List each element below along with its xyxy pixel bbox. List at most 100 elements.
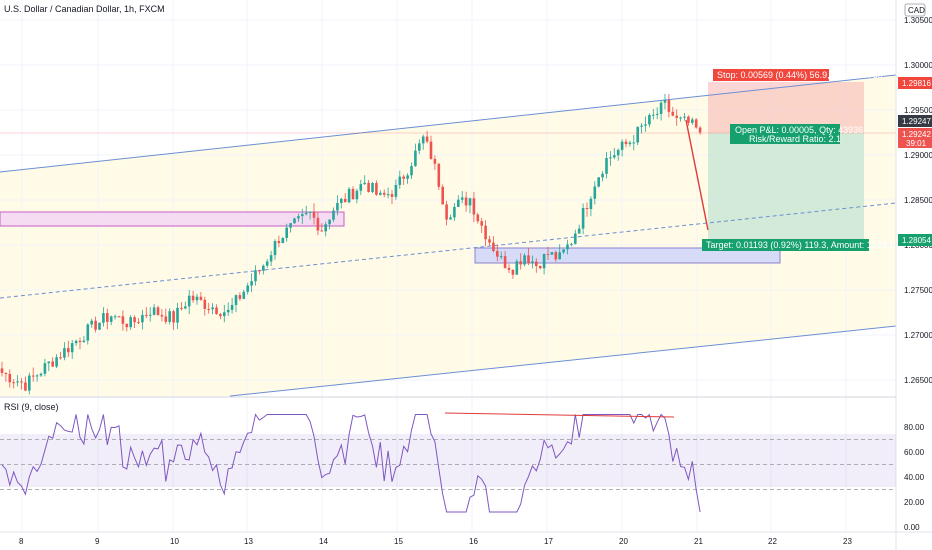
candle-body [94,320,97,330]
candle-body [24,382,27,391]
candle-body [250,281,253,286]
candle-body [464,197,468,206]
candle-body [531,261,534,264]
candle-body [648,114,651,125]
candle-body [199,296,203,300]
candle-body [121,316,125,324]
candle-body [601,173,604,178]
candle-body [102,313,105,323]
candle-body [215,307,218,315]
candle-body [449,217,452,220]
candle-body [691,119,694,123]
candle-body [351,188,355,200]
candle-body [616,149,620,156]
svg-text:Risk/Reward Ratio: 2.1: Risk/Reward Ratio: 2.1 [749,134,841,144]
candle-body [78,340,82,343]
candle-body [293,218,296,224]
candle-body [285,227,288,238]
price-tick: 1.30500 [904,16,932,25]
candle-body [109,316,113,322]
time-tick: 10 [170,537,179,546]
candle-body [663,99,667,103]
candle-body [675,115,678,118]
candle-body [523,255,526,265]
candle-body [43,363,47,374]
price-tick: 1.28500 [904,196,932,205]
candle-body [492,242,495,251]
candle-body [538,266,542,269]
candle-body [480,221,483,226]
projection-line [685,119,709,231]
candle-body [535,261,538,267]
price-axis: 1.30500 1.30000 1.29500 1.29000 1.28500 1.280… [904,16,932,385]
candle-body [160,314,164,317]
candle-body [698,127,702,133]
candle-body [67,348,70,353]
candle-body [398,176,402,185]
candle-body [145,314,148,316]
rsi-tick: 80.00 [904,423,925,432]
svg-text:Stop: 0.00569 (0.44%) 56.9, Am: Stop: 0.00569 (0.44%) 56.9, Amount: 750 [717,70,883,80]
candle-body [59,357,62,359]
candle-body [125,323,129,328]
candle-body [273,241,277,256]
candle-body [640,125,643,127]
candle-body [679,117,682,119]
candle-body [187,295,191,307]
candle-body [441,186,444,205]
candle-body [90,320,93,325]
candle-body [667,99,671,112]
candle-body [8,373,12,383]
time-tick: 9 [95,537,100,546]
candle-body [457,199,460,207]
candle-body [511,269,515,275]
currency-badge: CAD [904,3,926,17]
candle-body [20,381,23,383]
candle-body [47,361,51,364]
candle-body [262,265,265,271]
candle-body [324,224,327,232]
time-tick: 15 [394,537,403,546]
candle-body [683,116,686,118]
candle-body [254,270,257,282]
candle-body [148,314,152,316]
time-tick: 23 [843,537,852,546]
candle-body [289,223,292,228]
time-tick: 16 [469,537,478,546]
target-zone [708,133,864,241]
rsi-tick: 60.00 [904,448,925,457]
candle-body [219,314,222,317]
candle-body [460,197,464,200]
candle-body [106,313,109,322]
candle-body [628,142,632,145]
candle-body [238,295,242,299]
candle-body [421,136,425,144]
candle-body [336,202,339,211]
candle-body [375,183,378,195]
candle-body [624,141,628,145]
candle-body [203,299,207,309]
svg-text:1.29816: 1.29816 [902,79,931,88]
candle-body [168,311,171,322]
stop-price-tag: 1.29816 [898,77,932,89]
candle-body [581,208,585,229]
candle-body [402,176,405,179]
candle-body [394,184,398,197]
candle-body [613,155,616,158]
candle-body [437,163,441,187]
current-price-alt-tag: 1.29242 39:01 [898,128,932,148]
stop-label: Stop: 0.00569 (0.44%) 56.9, Amount: 750 [713,69,883,81]
candle-body [230,304,234,310]
rsi-axis: 80.00 60.00 40.00 20.00 0.00 [904,423,925,532]
current-price-tag: 1.29247 [898,115,932,127]
candle-body [418,143,421,151]
candle-body [359,184,363,191]
candle-body [16,381,19,383]
candles [0,93,702,395]
candle-body [507,267,511,270]
candle-body [31,375,35,377]
candle-body [589,198,593,210]
candle-body [445,204,448,220]
price-tick: 1.27000 [904,331,932,340]
